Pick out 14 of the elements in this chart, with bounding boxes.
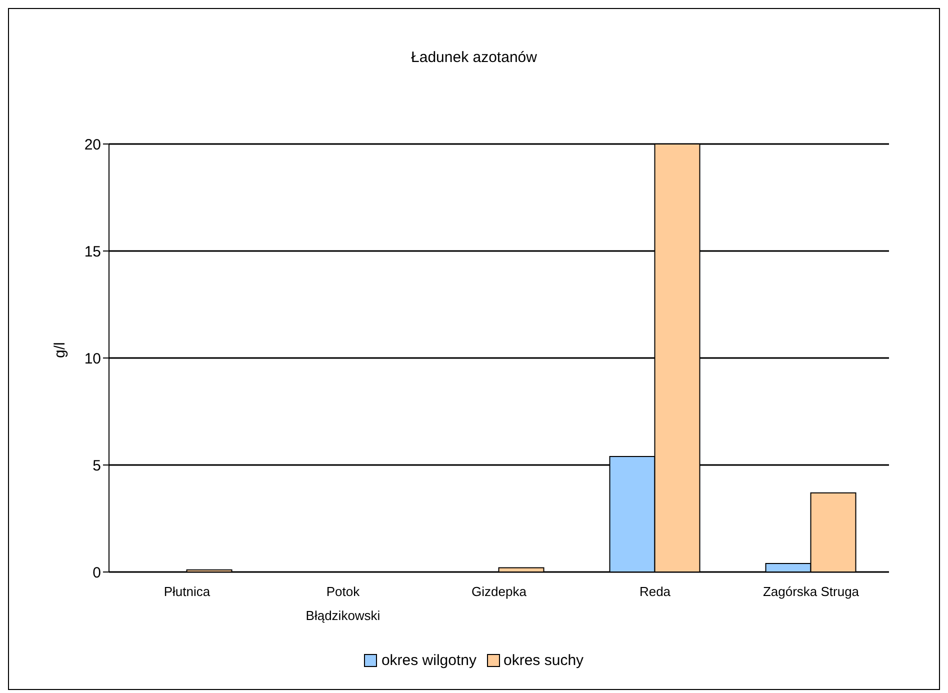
chart-title: Ładunek azotanów: [410, 49, 538, 66]
y-tick-label: 20: [84, 136, 101, 154]
legend-label: okres suchy: [504, 652, 584, 669]
y-axis-title: g/l: [51, 342, 68, 358]
y-tick-label: 5: [92, 457, 101, 474]
x-tick-label: Potok Błądzikowski: [306, 584, 380, 623]
x-tick-label: Płutnica: [164, 584, 211, 599]
x-tick-label: Zagórska Struga: [762, 584, 860, 599]
y-tick-label: 15: [84, 243, 101, 260]
y-tick-label: 0: [92, 564, 101, 582]
x-tick-label: Gizdepka: [472, 584, 528, 599]
x-tick-label: Reda: [639, 584, 672, 599]
y-tick-label: 10: [84, 350, 101, 368]
legend-label: okres wilgotny: [381, 652, 476, 669]
